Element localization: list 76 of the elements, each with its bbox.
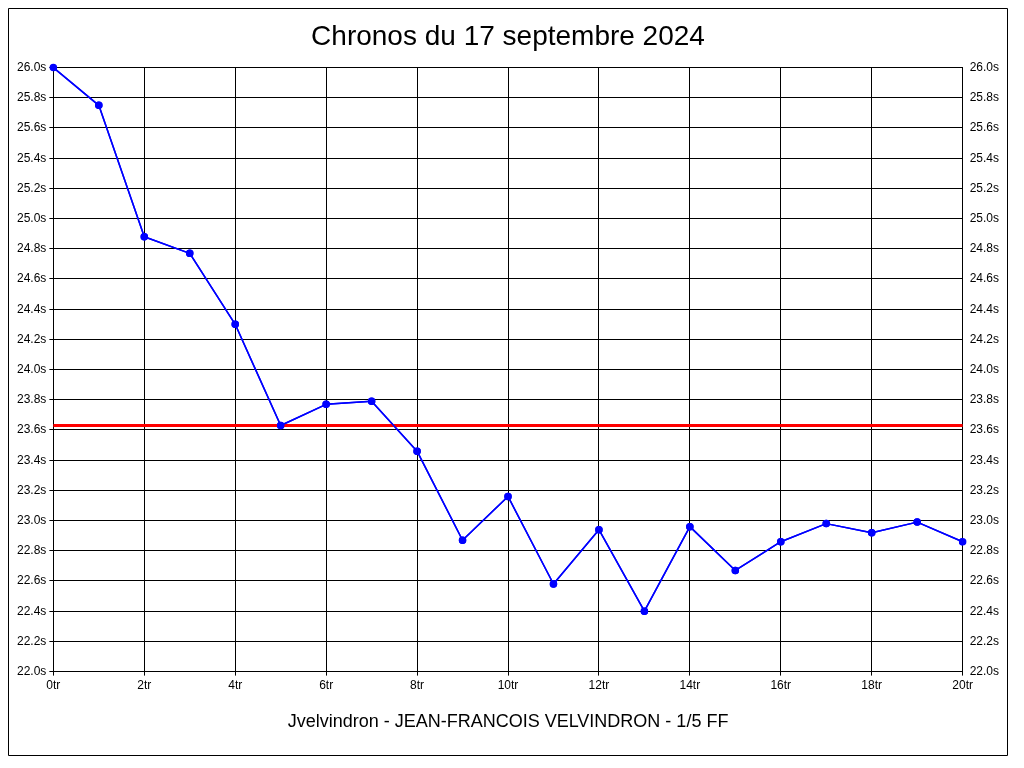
point xyxy=(686,522,694,531)
y-tick-label: 25.8s xyxy=(17,90,47,105)
y-tick-label: 22.4s xyxy=(17,603,47,618)
y2-tick-label: 22.2s xyxy=(969,633,999,648)
y2-tick-label: 25.0s xyxy=(969,210,999,225)
y-tick-label: 23.2s xyxy=(17,482,47,497)
point xyxy=(276,421,285,430)
point xyxy=(867,528,876,537)
point xyxy=(549,580,558,588)
y-tick-label: 22.8s xyxy=(17,543,47,558)
point xyxy=(49,63,58,72)
point xyxy=(958,537,967,546)
point xyxy=(95,101,103,110)
point xyxy=(367,397,376,406)
x-tick-label: 6tr xyxy=(319,678,334,693)
y2-tick-label: 23.8s xyxy=(969,392,999,407)
y2-tick-label: 25.2s xyxy=(969,180,999,195)
x-tick-label: 2tr xyxy=(137,678,152,693)
text: Jvelvindron - JEAN-FRANCOIS VELVINDRON - 1/5 FF xyxy=(287,710,729,731)
y2-tick-label: 25.6s xyxy=(969,120,999,135)
y2-tick-label: 26.0s xyxy=(969,59,999,74)
point xyxy=(913,518,921,526)
y-tick-label: 24.4s xyxy=(17,301,47,316)
point xyxy=(231,320,239,329)
y2-tick-label: 25.4s xyxy=(969,150,999,165)
point xyxy=(458,536,467,544)
y-tick-label: 25.4s xyxy=(17,150,47,165)
y2-tick-label: 22.4s xyxy=(969,603,999,618)
point xyxy=(731,566,740,575)
y-tick-label: 25.0s xyxy=(17,210,47,225)
point xyxy=(777,537,785,546)
chart-title: Chronos du 17 septembre 2024 xyxy=(311,19,705,51)
y-tick-label: 23.0s xyxy=(17,512,47,527)
x-tick-label: 12tr xyxy=(588,678,610,693)
y2-tick-label: 24.2s xyxy=(969,331,999,346)
point xyxy=(186,249,194,258)
y-tick-label: 22.2s xyxy=(17,633,47,648)
y2-tick-label: 22.8s xyxy=(969,543,999,558)
y-tick-label: 22.6s xyxy=(17,573,47,588)
x-tick-label: 16tr xyxy=(770,678,792,693)
point xyxy=(322,400,330,409)
y-tick-label: 23.4s xyxy=(17,452,47,467)
y-tick-label: 22.0s xyxy=(17,663,47,678)
y2-tick-label: 23.0s xyxy=(969,512,999,527)
y2-tick-label: 23.2s xyxy=(969,482,999,497)
y2-tick-label: 25.8s xyxy=(969,90,999,105)
y-tick-label: 23.6s xyxy=(17,422,47,437)
y-tick-label: 24.8s xyxy=(17,241,47,256)
y2-tick-label: 24.4s xyxy=(969,301,999,316)
x-tick-label: 8tr xyxy=(410,678,425,693)
point xyxy=(504,492,512,501)
y2-tick-label: 24.6s xyxy=(969,271,999,286)
y2-tick-label: 24.8s xyxy=(969,241,999,256)
point xyxy=(413,447,421,455)
y-tick-label: 25.6s xyxy=(17,120,47,135)
y-tick-label: 25.2s xyxy=(17,180,47,195)
y-tick-label: 24.2s xyxy=(17,331,47,346)
point xyxy=(822,519,830,528)
x-tick-label: 10tr xyxy=(497,678,519,693)
y2-tick-label: 23.4s xyxy=(969,452,999,467)
y2-tick-label: 22.6s xyxy=(969,573,999,588)
x-tick-label: 0tr xyxy=(46,678,61,693)
x-tick-label: 14tr xyxy=(679,678,701,693)
point xyxy=(595,525,603,534)
y2-tick-label: 22.0s xyxy=(969,663,999,678)
x-tick-label: 20tr xyxy=(952,678,973,693)
y-tick-label: 24.6s xyxy=(17,271,47,286)
y-tick-label: 23.8s xyxy=(17,392,47,407)
x-tick-label: 4tr xyxy=(228,678,243,693)
y-tick-label: 26.0s xyxy=(17,59,47,74)
y2-tick-label: 23.6s xyxy=(969,422,999,437)
y2-tick-label: 24.0s xyxy=(969,361,999,376)
y-tick-label: 24.0s xyxy=(17,361,47,376)
x-tick-label: 18tr xyxy=(861,678,883,693)
point xyxy=(640,607,649,615)
point xyxy=(140,232,149,241)
